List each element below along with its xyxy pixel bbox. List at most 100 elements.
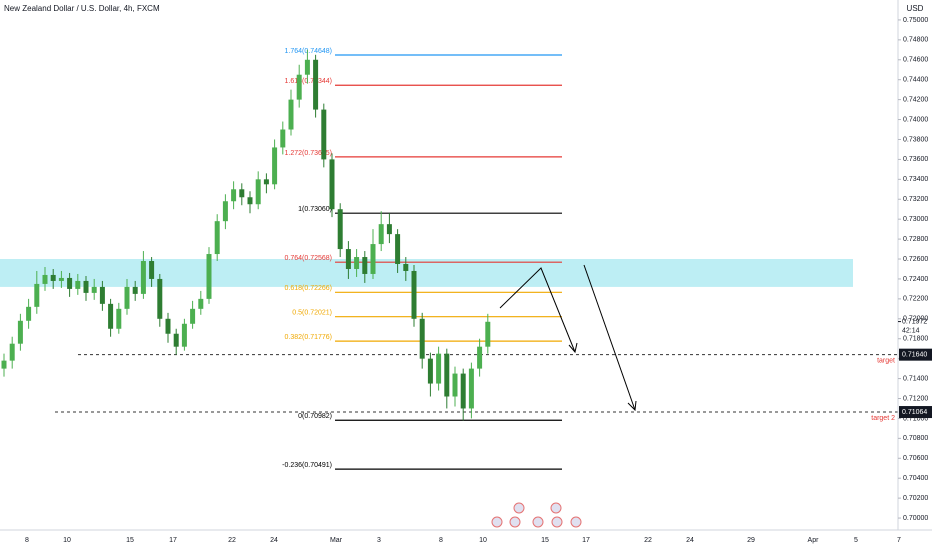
candle-body <box>124 286 130 309</box>
price-tag-label: 0.71640 <box>902 352 927 359</box>
drawings <box>491 264 637 528</box>
candle-body <box>280 129 286 148</box>
candle-body <box>354 257 360 269</box>
candle-body <box>378 224 384 245</box>
x-tick-label: 15 <box>541 537 549 544</box>
candle-body <box>190 308 196 324</box>
candle-body <box>198 298 204 309</box>
candle-body <box>395 234 401 265</box>
x-tick-label: 24 <box>270 537 278 544</box>
y-tick-label: 0.70800 <box>903 435 928 442</box>
candle-body <box>411 270 417 319</box>
candle-body <box>181 323 187 347</box>
candle-body <box>247 197 253 205</box>
arrow-head <box>568 342 578 354</box>
x-tick-label: 22 <box>644 537 652 544</box>
x-tick-label: 8 <box>25 537 29 544</box>
fib-label: 1.618(0.74344) <box>285 78 332 85</box>
y-tick-label: 0.73600 <box>903 156 928 163</box>
y-tick-label: 0.74200 <box>903 96 928 103</box>
x-tick-label: 22 <box>228 537 236 544</box>
candle-body <box>329 159 335 210</box>
target-name: target <box>877 358 895 365</box>
y-tick-label: 0.73400 <box>903 176 928 183</box>
zone-layer <box>0 259 853 287</box>
y-tick-label: 0.72200 <box>903 296 928 303</box>
candle-body <box>345 249 351 269</box>
y-tick-label: 0.72600 <box>903 256 928 263</box>
candle-body <box>370 244 376 274</box>
y-tick-label: 0.74600 <box>903 57 928 64</box>
y-tick-label: 0.70200 <box>903 495 928 502</box>
x-tick-label: 3 <box>377 537 381 544</box>
y-tick-label: 0.71000 <box>903 415 928 422</box>
candle-body <box>255 179 261 205</box>
y-tick-label: 0.74800 <box>903 37 928 44</box>
y-tick-label: 0.70400 <box>903 475 928 482</box>
y-tick-label: 0.71200 <box>903 395 928 402</box>
candle-body <box>116 308 122 329</box>
candle-layer <box>1 49 491 421</box>
candle-body <box>386 224 392 235</box>
y-tick-label: 0.72800 <box>903 236 928 243</box>
x-tick-label: 24 <box>686 537 694 544</box>
y-tick-label: 0.73000 <box>903 216 928 223</box>
fib-label: 0(0.70982) <box>298 413 332 420</box>
candle-body <box>444 353 450 397</box>
event-icon <box>550 502 562 514</box>
candle-body <box>26 306 32 321</box>
fib-layer: 1.764(0.74648) 1.618(0.74344) 1.272(0.7362… <box>55 48 898 470</box>
candle-body <box>427 358 433 384</box>
candle-body <box>239 189 245 198</box>
currency-label: USD <box>907 4 924 13</box>
event-icon <box>491 516 503 528</box>
projection-arrow <box>499 267 576 353</box>
candle-body <box>140 261 146 294</box>
x-tick-label: 17 <box>169 537 177 544</box>
candle-body <box>206 254 212 299</box>
supply-zone <box>0 259 853 287</box>
candle-body <box>362 257 368 274</box>
x-tick-label: 17 <box>582 537 590 544</box>
candle-body <box>108 303 114 329</box>
candle-body <box>149 261 155 279</box>
candle-body <box>304 59 310 75</box>
candle-body <box>9 343 15 361</box>
candle-body <box>67 277 73 289</box>
x-tick-label: 8 <box>439 537 443 544</box>
candle-body <box>58 277 64 281</box>
candle-body <box>34 283 40 307</box>
arrow-head <box>627 400 637 412</box>
candle-body <box>263 179 269 185</box>
candle-body <box>17 320 23 344</box>
candle-body <box>173 333 179 347</box>
y-tick-label: 0.72400 <box>903 276 928 283</box>
candle-body <box>272 147 278 185</box>
fib-label: 1.764(0.74648) <box>285 48 332 55</box>
y-tick-label: 0.74400 <box>903 77 928 84</box>
event-icon <box>570 516 582 528</box>
candle-body <box>50 274 56 281</box>
event-icon <box>513 502 525 514</box>
event-icon <box>532 516 544 528</box>
fib-label: 1.272(0.73625) <box>285 150 332 157</box>
candle-body <box>452 373 458 397</box>
fib-label: 0.764(0.72568) <box>285 255 332 262</box>
y-tick-label: 0.70000 <box>903 515 928 522</box>
x-tick-label: 5 <box>854 537 858 544</box>
fib-label: 0.5(0.72021) <box>292 310 332 317</box>
candle-body <box>222 201 228 222</box>
price-tag-label: 0.71064 <box>902 409 927 416</box>
candle-body <box>468 368 474 409</box>
projection-arrow <box>583 264 636 411</box>
x-tick-label: 15 <box>126 537 134 544</box>
x-tick-label: Apr <box>808 537 820 544</box>
candle-body <box>75 280 81 289</box>
x-tick-label: 10 <box>479 537 487 544</box>
countdown-label: 42:14 <box>902 327 920 334</box>
candle-body <box>337 209 343 250</box>
y-tick-label: 0.72000 <box>903 316 928 323</box>
candle-body <box>1 360 7 369</box>
